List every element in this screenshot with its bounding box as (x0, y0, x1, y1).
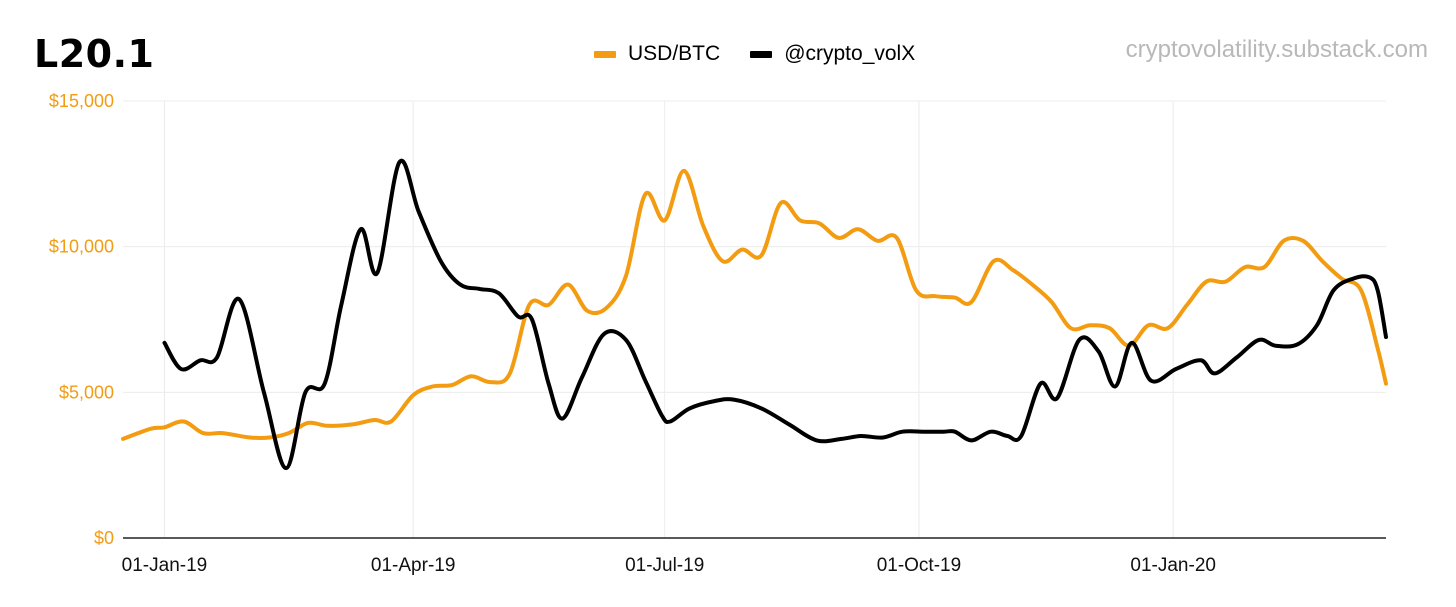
x-tick-label: 01-Oct-19 (877, 555, 961, 576)
legend-item-usd-btc: USD/BTC (594, 42, 720, 66)
x-tick-label: 01-Apr-19 (371, 555, 456, 576)
series-line-usd-btc (121, 168, 1388, 441)
legend-swatch-usd-btc (594, 50, 616, 58)
y-tick-label: $5,000 (59, 382, 114, 402)
y-tick-label: $0 (94, 528, 114, 548)
y-tick-label: $15,000 (49, 91, 114, 111)
x-tick-label: 01-Jan-20 (1130, 555, 1216, 576)
legend-swatch-crypto-volx (750, 50, 773, 58)
x-tick-label: 01-Jan-19 (122, 555, 208, 576)
legend-label-crypto-volx: @crypto_volX (784, 42, 916, 65)
legend-item-crypto-volx: @crypto_volX (750, 42, 915, 66)
x-tick-label: 01-Jul-19 (625, 555, 704, 576)
chart-title: L20.1 (34, 32, 155, 76)
y-tick-label: $10,000 (49, 237, 114, 257)
legend-label-usd-btc: USD/BTC (628, 42, 721, 65)
legend: USD/BTC @crypto_volX (594, 42, 915, 66)
series-line-crypto-volx (162, 158, 1388, 471)
watermark: cryptovolatility.substack.com (1125, 36, 1428, 63)
